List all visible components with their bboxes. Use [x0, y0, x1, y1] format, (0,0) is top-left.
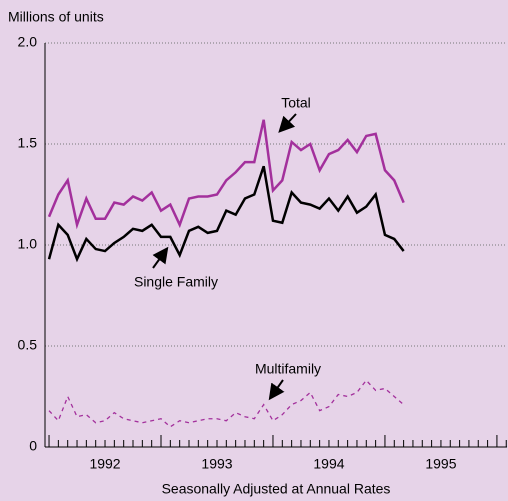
x-tick-label: 1994: [313, 456, 344, 472]
y-tick-label: 2.0: [18, 34, 38, 50]
y-tick-label: 0: [29, 438, 37, 454]
x-tick-label: 1993: [201, 456, 232, 472]
series-line: [47, 165, 405, 263]
arrow: [278, 113, 297, 133]
series-line: [47, 119, 405, 230]
y-tick-label: 1.0: [18, 236, 38, 252]
y-axis-title: Millions of units: [8, 9, 104, 25]
x-axis-title: Seasonally Adjusted at Annual Rates: [162, 481, 391, 497]
annotation: Multifamily: [255, 361, 321, 377]
annotation: Single Family: [134, 274, 218, 290]
y-tick-label: 0.5: [18, 337, 38, 353]
y-tick-label: 1.5: [18, 135, 38, 151]
arrow: [152, 246, 169, 269]
x-tick-label: 1995: [425, 456, 456, 472]
arrow: [268, 379, 285, 401]
annotation: Total: [281, 95, 311, 111]
series-line: [48, 379, 405, 428]
x-tick-label: 1992: [89, 456, 120, 472]
